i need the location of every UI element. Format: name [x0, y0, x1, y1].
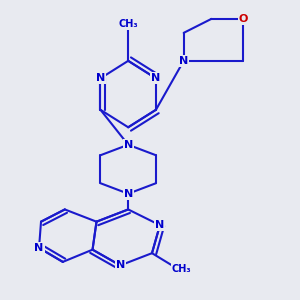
- Text: N: N: [116, 260, 125, 270]
- Text: CH₃: CH₃: [172, 264, 191, 274]
- Text: N: N: [179, 56, 188, 66]
- Text: N: N: [151, 73, 160, 83]
- Text: N: N: [96, 73, 105, 83]
- Text: CH₃: CH₃: [118, 19, 138, 29]
- Text: N: N: [124, 189, 133, 199]
- Text: N: N: [155, 220, 164, 230]
- Text: O: O: [238, 14, 248, 24]
- Text: N: N: [124, 140, 133, 150]
- Text: N: N: [34, 243, 44, 253]
